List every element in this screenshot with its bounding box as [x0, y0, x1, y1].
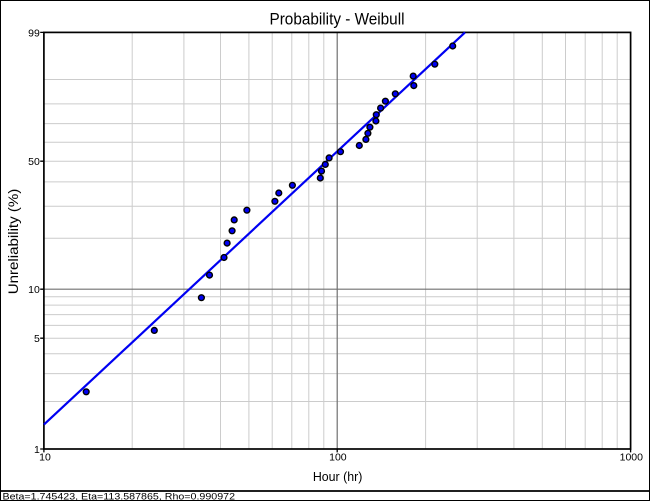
- svg-text:10: 10: [28, 284, 40, 296]
- svg-text:Beta=1.745423, Eta=113.587865,: Beta=1.745423, Eta=113.587865, Rho=0.990…: [3, 491, 236, 501]
- svg-text:Hour (hr): Hour (hr): [313, 469, 363, 484]
- svg-text:10: 10: [39, 452, 51, 464]
- svg-text:5: 5: [34, 333, 40, 345]
- svg-text:Probability - Weibull: Probability - Weibull: [270, 9, 405, 28]
- svg-text:50: 50: [28, 156, 40, 168]
- svg-text:1000: 1000: [620, 452, 644, 464]
- svg-text:99: 99: [28, 27, 40, 39]
- svg-text:Unreliability (%): Unreliability (%): [6, 189, 21, 295]
- svg-text:100: 100: [329, 452, 347, 464]
- svg-text:1: 1: [34, 444, 40, 456]
